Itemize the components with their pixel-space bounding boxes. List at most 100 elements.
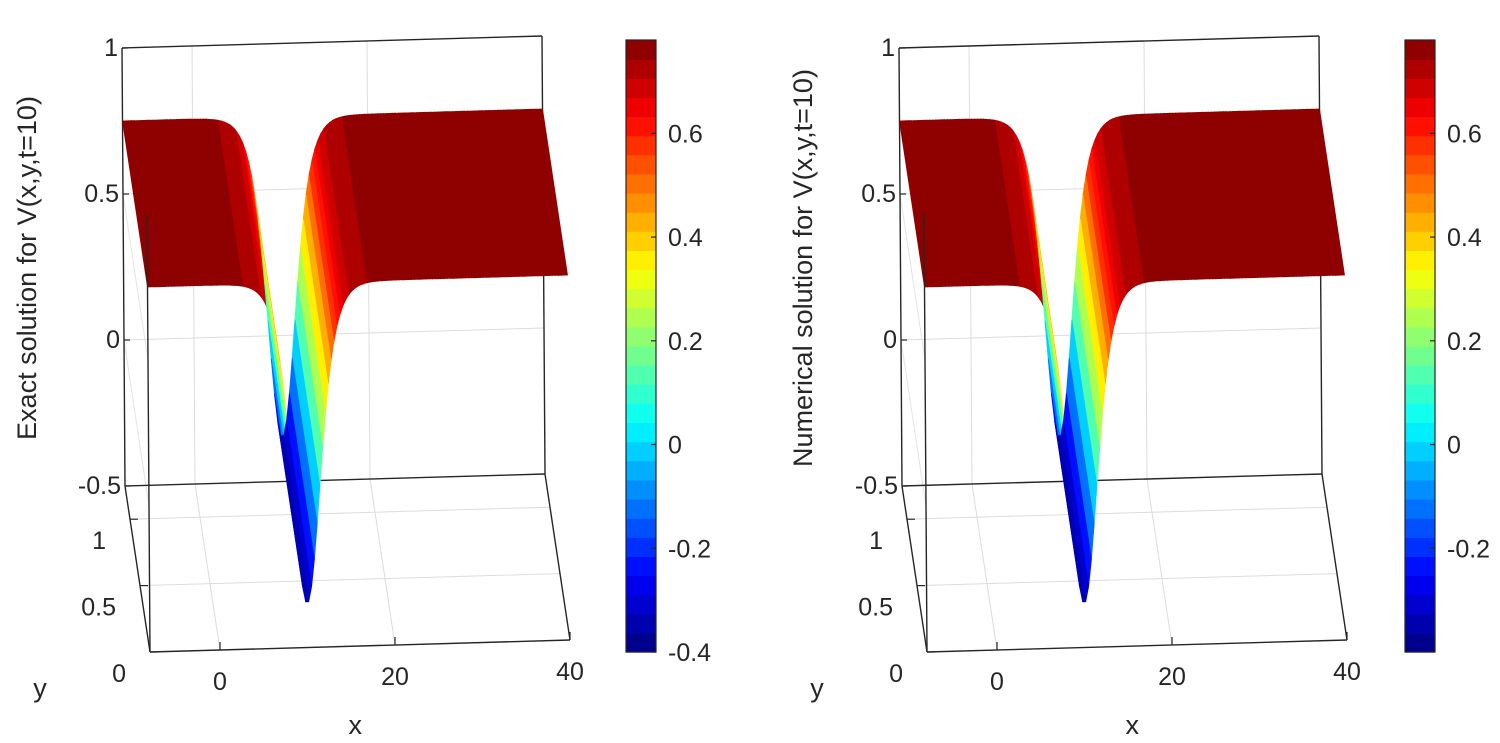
grid-line (906, 506, 1328, 520)
grid-line (369, 478, 396, 646)
grid-line (122, 193, 149, 361)
colorbar-tick-label: -0.2 (668, 535, 711, 563)
colorbar-band (1405, 288, 1435, 309)
x-tick-label: 0 (213, 668, 227, 696)
colorbar-band (1405, 422, 1435, 443)
axes-box-edge (926, 639, 1348, 653)
colorbar-band (626, 556, 656, 577)
grid-line (123, 339, 150, 507)
left-surface-plot: -0.5 0 0.5 1 0 0.5 1 0 20 40 x y Exact solution for … (12, 34, 711, 740)
surface-mesh (899, 108, 1345, 603)
colorbar-tick-label: 0 (668, 432, 682, 460)
colorbar-band (1405, 365, 1435, 385)
colorbar-band (1405, 40, 1435, 60)
z-tick-label: 0 (883, 326, 897, 354)
axes-box-edge (901, 473, 1323, 487)
grid-line (139, 573, 561, 587)
axes-box-edge (544, 473, 571, 641)
colorbar-tick-label: 0 (1447, 432, 1461, 460)
colorbar-band (626, 135, 656, 156)
colorbar-band (626, 537, 656, 557)
right-surface-plot: -0.5 0 0.5 1 0 0.5 1 0 20 40 x y Numerical solution … (788, 34, 1490, 740)
colorbar-band (626, 269, 656, 290)
x-tick-label: 40 (556, 658, 584, 686)
y-axis-label: y (33, 673, 47, 703)
colorbar-frame (625, 39, 657, 653)
colorbar-band (626, 78, 656, 98)
z-tick-label: 0.5 (84, 180, 119, 208)
axes-box-edge (146, 213, 151, 653)
colorbar-band (626, 460, 656, 481)
z-tick-label: 0 (106, 326, 120, 354)
axes-box-edge (124, 473, 546, 487)
grid-line (916, 573, 1338, 587)
z-tick-label: -0.5 (855, 472, 898, 500)
colorbar-band (626, 326, 656, 347)
colorbar-band (1405, 460, 1435, 481)
colorbar-band (1405, 518, 1435, 538)
colorbar-band (626, 40, 656, 60)
x-tick-label: 40 (1333, 658, 1361, 686)
colorbar-band (626, 441, 656, 462)
colorbar-band (1405, 154, 1435, 175)
axes-box-edge (1321, 473, 1348, 641)
colorbar-band (1405, 326, 1435, 347)
colorbar-band (626, 346, 656, 366)
axes-box-edge (898, 47, 903, 487)
y-tick-label: 1 (869, 527, 883, 555)
colorbar-tick-label: -0.4 (668, 639, 711, 667)
axes-box-edge (124, 485, 151, 653)
colorbar: -0.2 0 0.2 0.4 0.6 (1404, 39, 1490, 653)
colorbar-band (626, 307, 656, 328)
z-tick-label: 0.5 (861, 180, 896, 208)
colorbar-band (626, 594, 656, 615)
grid-line (1146, 478, 1173, 646)
colorbar-frame (1404, 39, 1436, 653)
colorbar-band (626, 422, 656, 443)
colorbar-band (1405, 250, 1435, 271)
y-axis-label: y (810, 673, 824, 703)
colorbar-band (1405, 173, 1435, 194)
colorbar-band (626, 632, 656, 653)
surface-strip (280, 435, 310, 603)
colorbar-band (626, 403, 656, 424)
y-tick-label: 0.5 (858, 594, 893, 622)
x-tick-label: 0 (990, 668, 1004, 696)
colorbar-band (626, 499, 656, 519)
colorbar-band (626, 154, 656, 175)
z-axis-label: Exact solution for V(x,y,t=10) (12, 96, 42, 440)
colorbar-band (1405, 575, 1435, 596)
colorbar-band (1405, 499, 1435, 519)
colorbar-band (1405, 403, 1435, 424)
colorbar-band (1405, 193, 1435, 213)
colorbar-band (1405, 231, 1435, 251)
colorbar-band (626, 59, 656, 79)
axes-box-edge (149, 639, 571, 653)
surface-mesh (122, 108, 568, 603)
colorbar-band (1405, 212, 1435, 232)
colorbar-band (1405, 78, 1435, 98)
colorbar-band (626, 212, 656, 232)
colorbar-band (1405, 59, 1435, 79)
colorbar-band (1405, 346, 1435, 366)
colorbar-band (626, 518, 656, 538)
colorbar-tick-label: 0.6 (1447, 120, 1482, 148)
colorbar: -0.4 -0.2 0 0.2 0.4 0.6 (625, 39, 711, 667)
colorbar-band (626, 575, 656, 596)
y-tick-label: 0 (112, 660, 126, 688)
x-axis-label: x (1126, 710, 1140, 740)
axes-box-edge (121, 35, 543, 49)
colorbar-band (626, 250, 656, 271)
z-axis-label: Numerical solution for V(x,y,t=10) (788, 69, 818, 467)
grid-line (194, 483, 221, 651)
colorbar-tick-label: 0.2 (1447, 328, 1482, 356)
axes-box-edge (898, 35, 1320, 49)
colorbar-tick-label: 0.6 (668, 120, 703, 148)
colorbar-band (1405, 97, 1435, 118)
axes-box-edge (121, 47, 126, 487)
z-tick-label: 1 (104, 34, 118, 62)
colorbar-band (1405, 594, 1435, 615)
colorbar-tick-label: 0.4 (1447, 224, 1482, 252)
colorbar-band (626, 231, 656, 251)
colorbar-band (1405, 556, 1435, 577)
